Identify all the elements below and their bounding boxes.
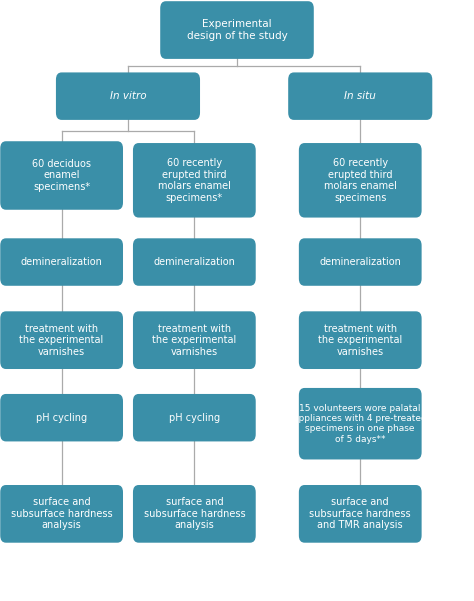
Text: treatment with
the experimental
varnishes: treatment with the experimental varnishe…	[152, 323, 237, 357]
Text: demineralization: demineralization	[154, 257, 235, 267]
FancyBboxPatch shape	[299, 311, 422, 369]
Text: Experimental
design of the study: Experimental design of the study	[187, 19, 287, 41]
FancyBboxPatch shape	[299, 239, 422, 286]
FancyBboxPatch shape	[133, 394, 255, 441]
FancyBboxPatch shape	[0, 311, 123, 369]
Text: demineralization: demineralization	[21, 257, 102, 267]
FancyBboxPatch shape	[288, 73, 432, 120]
Text: In vitro: In vitro	[109, 91, 146, 101]
FancyBboxPatch shape	[0, 239, 123, 286]
FancyBboxPatch shape	[299, 388, 422, 459]
FancyBboxPatch shape	[0, 485, 123, 543]
FancyBboxPatch shape	[0, 394, 123, 441]
Text: In situ: In situ	[344, 91, 376, 101]
Text: 15 volunteers wore palatal
appliances with 4 pre-treated
specimens in one phase
: 15 volunteers wore palatal appliances wi…	[293, 404, 427, 444]
FancyBboxPatch shape	[56, 73, 200, 120]
FancyBboxPatch shape	[0, 141, 123, 210]
FancyBboxPatch shape	[160, 1, 314, 59]
FancyBboxPatch shape	[299, 485, 422, 543]
FancyBboxPatch shape	[133, 485, 255, 543]
Text: treatment with
the experimental
varnishes: treatment with the experimental varnishe…	[19, 323, 104, 357]
Text: 60 recently
erupted third
molars enamel
specimens*: 60 recently erupted third molars enamel …	[158, 158, 231, 203]
Text: 60 recently
erupted third
molars enamel
specimens: 60 recently erupted third molars enamel …	[324, 158, 397, 203]
FancyBboxPatch shape	[133, 239, 255, 286]
Text: treatment with
the experimental
varnishes: treatment with the experimental varnishe…	[318, 323, 402, 357]
FancyBboxPatch shape	[133, 143, 255, 218]
Text: surface and
subsurface hardness
analysis: surface and subsurface hardness analysis	[11, 497, 112, 531]
Text: pH cycling: pH cycling	[169, 413, 220, 423]
Text: 60 deciduos
enamel
specimens*: 60 deciduos enamel specimens*	[32, 159, 91, 192]
FancyBboxPatch shape	[299, 143, 422, 218]
Text: pH cycling: pH cycling	[36, 413, 87, 423]
Text: demineralization: demineralization	[319, 257, 401, 267]
Text: surface and
subsurface hardness
analysis: surface and subsurface hardness analysis	[144, 497, 245, 531]
FancyBboxPatch shape	[133, 311, 255, 369]
Text: surface and
subsurface hardness
and TMR analysis: surface and subsurface hardness and TMR …	[310, 497, 411, 531]
